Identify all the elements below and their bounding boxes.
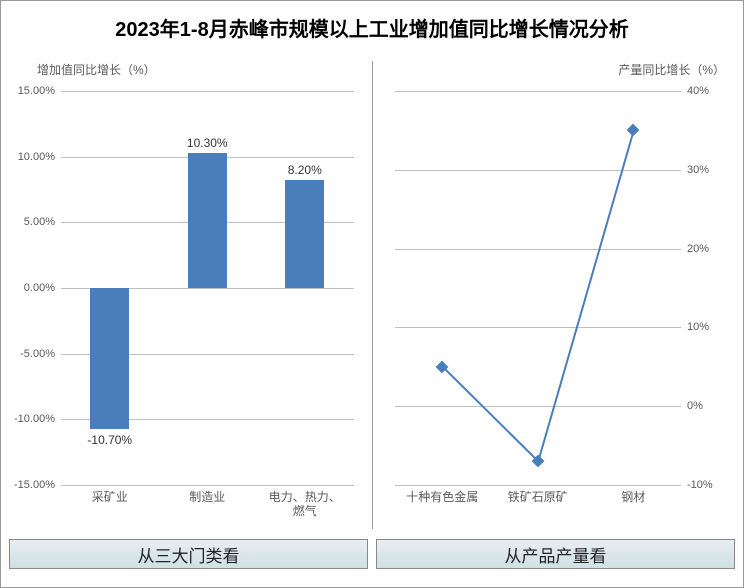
left-plot-area: -15.00%-10.00%-5.00%0.00%5.00%10.00%15.0… xyxy=(61,91,354,485)
gridline xyxy=(61,91,354,92)
category-label: 十种有色金属 xyxy=(402,485,482,505)
y-tick-label: 15.00% xyxy=(18,85,61,97)
y-tick-label: 30% xyxy=(681,164,709,176)
category-label: 电力、热力、燃气 xyxy=(265,485,345,519)
left-panel: 增加值同比增长（%） -15.00%-10.00%-5.00%0.00%5.00… xyxy=(1,61,373,529)
y-tick-label: 20% xyxy=(681,243,709,255)
right-plot-area: -10%0%10%20%30%40%十种有色金属铁矿石原矿钢材 xyxy=(395,91,682,485)
y-tick-label: 40% xyxy=(681,85,709,97)
y-tick-label: 0.00% xyxy=(24,282,61,294)
y-tick-label: 5.00% xyxy=(24,216,61,228)
charts-row: 增加值同比增长（%） -15.00%-10.00%-5.00%0.00%5.00… xyxy=(1,61,743,529)
y-tick-label: 10.00% xyxy=(18,151,61,163)
series-line xyxy=(442,130,633,461)
bar xyxy=(188,153,227,288)
chart-container: 2023年1-8月赤峰市规模以上工业增加值同比增长情况分析 增加值同比增长（%）… xyxy=(0,0,744,588)
y-tick-label: -15.00% xyxy=(14,479,61,491)
main-title: 2023年1-8月赤峰市规模以上工业增加值同比增长情况分析 xyxy=(1,1,743,46)
category-label: 钢材 xyxy=(593,485,673,505)
bar-value-label: 10.30% xyxy=(187,136,228,150)
category-label: 铁矿石原矿 xyxy=(498,485,578,505)
y-tick-label: 0% xyxy=(681,400,703,412)
left-subtitle: 从三大门类看 xyxy=(9,539,368,569)
right-axis-title: 产量同比增长（%） xyxy=(618,61,725,78)
category-label: 采矿业 xyxy=(70,485,150,505)
category-label: 制造业 xyxy=(167,485,247,505)
bar-value-label: -10.70% xyxy=(87,433,132,447)
bar-value-label: 8.20% xyxy=(288,163,322,177)
y-tick-label: 10% xyxy=(681,321,709,333)
bar xyxy=(90,288,129,429)
left-axis-title: 增加值同比增长（%） xyxy=(37,61,156,78)
right-subtitle: 从产品产量看 xyxy=(376,539,735,569)
bar xyxy=(285,180,324,288)
footer-row: 从三大门类看 从产品产量看 xyxy=(1,539,743,569)
y-tick-label: -10% xyxy=(681,479,713,491)
line-svg xyxy=(395,91,682,485)
right-panel: 产量同比增长（%） -10%0%10%20%30%40%十种有色金属铁矿石原矿钢… xyxy=(373,61,744,529)
y-tick-label: -5.00% xyxy=(20,348,61,360)
y-tick-label: -10.00% xyxy=(14,413,61,425)
